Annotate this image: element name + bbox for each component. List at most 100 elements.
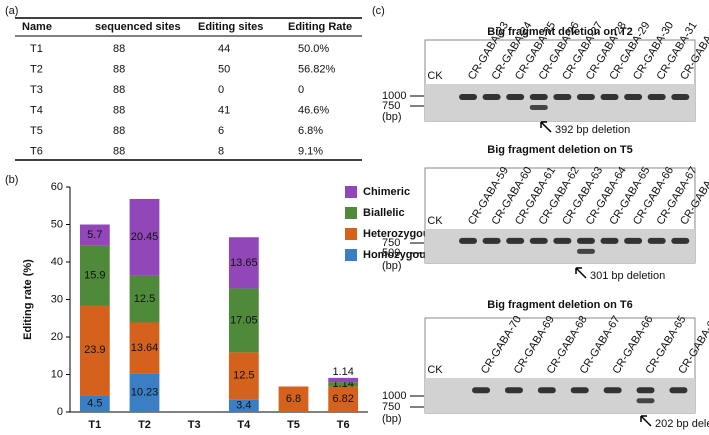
table-cell: 50.0%: [298, 43, 329, 55]
y-tick-label: 50: [51, 218, 63, 230]
table-cell: T3: [30, 84, 43, 96]
deletion-label: 301 bp deletion: [590, 270, 665, 282]
table-cell: T6: [30, 145, 43, 157]
table-cell: T5: [30, 125, 43, 137]
x-tick-label: T5: [287, 419, 300, 431]
table-cell: 50: [218, 63, 230, 75]
legend-label: Homozygous: [363, 249, 432, 261]
panel-label: (a): [5, 5, 18, 17]
gel-title: Big fragment deletion on T2: [487, 26, 632, 38]
legend-swatch: [345, 249, 357, 261]
x-tick-label: T6: [337, 419, 350, 431]
table-cell: 0: [298, 84, 304, 96]
gel-band: [624, 237, 643, 244]
legend-label: Biallelic: [363, 207, 405, 219]
gel-band: [669, 387, 688, 394]
bar-segment: [79, 245, 110, 306]
deletion-label: 202 bp deletion: [655, 418, 709, 430]
table-cell: 6: [218, 125, 224, 137]
bar-segment: [79, 305, 110, 396]
gel-band: [553, 237, 572, 244]
legend-label: Heterozygous: [363, 228, 436, 240]
table-header: sequenced sites: [95, 21, 181, 33]
table-cell: 56.82%: [298, 63, 336, 75]
data-label: 12.5: [233, 370, 254, 382]
legend-swatch: [345, 207, 357, 219]
gel-band: [576, 248, 595, 254]
x-tick-label: T4: [237, 419, 251, 431]
y-tick-label: 30: [51, 293, 63, 305]
gel-band: [553, 93, 572, 100]
arrow: [575, 267, 587, 279]
marker-label: 500: [382, 247, 400, 259]
table-cell: 88: [113, 104, 125, 116]
data-label: 1.14: [332, 366, 353, 378]
bar-segment: [129, 275, 160, 323]
legend-swatch: [345, 228, 357, 240]
bar-segment: [79, 395, 110, 412]
arrow: [640, 415, 652, 427]
data-label: 6.82: [332, 393, 353, 405]
bar-segment: [228, 288, 259, 353]
gel-band: [459, 237, 478, 244]
table-cell: 8: [218, 145, 224, 157]
gel-band: [624, 93, 643, 100]
deletion-label: 392 bp deletion: [555, 124, 630, 136]
y-tick-label: 0: [57, 406, 63, 418]
table-header: Editing Rate: [288, 21, 352, 33]
y-tick-label: 60: [51, 181, 63, 193]
gel-image: [425, 229, 695, 263]
data-label: 15.9: [84, 270, 105, 282]
gel-band: [576, 237, 595, 244]
bar-segment: [278, 386, 309, 412]
gel-band: [570, 387, 589, 394]
panel-label: (b): [5, 174, 18, 186]
lane-label: CK: [427, 70, 443, 82]
marker-label: (bp): [382, 111, 402, 123]
data-label: 5.7: [87, 229, 102, 241]
panel-label: (c): [372, 5, 385, 17]
data-label: 17.05: [230, 314, 258, 326]
lane-label: CK: [427, 215, 443, 227]
gel-band: [600, 237, 619, 244]
lane-label: CK: [427, 364, 443, 376]
bar-segment: [328, 382, 359, 387]
gel-band: [537, 387, 556, 394]
gel-band: [529, 104, 548, 110]
gel-band: [472, 387, 491, 394]
bar-segment: [228, 399, 259, 412]
data-label: 13.64: [131, 342, 159, 354]
data-label: 13.65: [230, 257, 258, 269]
gel-band: [504, 387, 523, 394]
marker-label: 1000: [382, 390, 406, 402]
gel-band: [506, 237, 525, 244]
gel-title: Big fragment deletion on T5: [487, 144, 632, 156]
gel-band: [529, 93, 548, 100]
data-label: 4.5: [87, 397, 102, 409]
gel-band: [600, 93, 619, 100]
bar-segment: [328, 386, 359, 412]
gel-band: [576, 93, 595, 100]
gel-title: Big fragment deletion on T6: [487, 299, 632, 311]
gel-band: [603, 387, 622, 394]
y-tick-label: 10: [51, 368, 63, 380]
bar-segment: [79, 224, 110, 246]
table-cell: 9.1%: [298, 145, 323, 157]
table-cell: 0: [218, 84, 224, 96]
gel-image: [425, 84, 695, 121]
marker-label: 750: [382, 401, 400, 413]
table-cell: T1: [30, 43, 43, 55]
gel-band: [671, 93, 690, 100]
data-label: 23.9: [84, 344, 105, 356]
table-cell: T4: [30, 104, 43, 116]
bar-segment: [228, 237, 259, 289]
bar-segment: [129, 198, 160, 276]
data-label: 3.4: [236, 400, 251, 412]
bar-segment: [228, 352, 259, 400]
data-label: 6.8: [286, 393, 301, 405]
marker-label: 1000: [382, 90, 406, 102]
bar-segment: [129, 373, 160, 412]
data-label: 10.23: [131, 387, 159, 399]
gel-band: [636, 387, 655, 394]
